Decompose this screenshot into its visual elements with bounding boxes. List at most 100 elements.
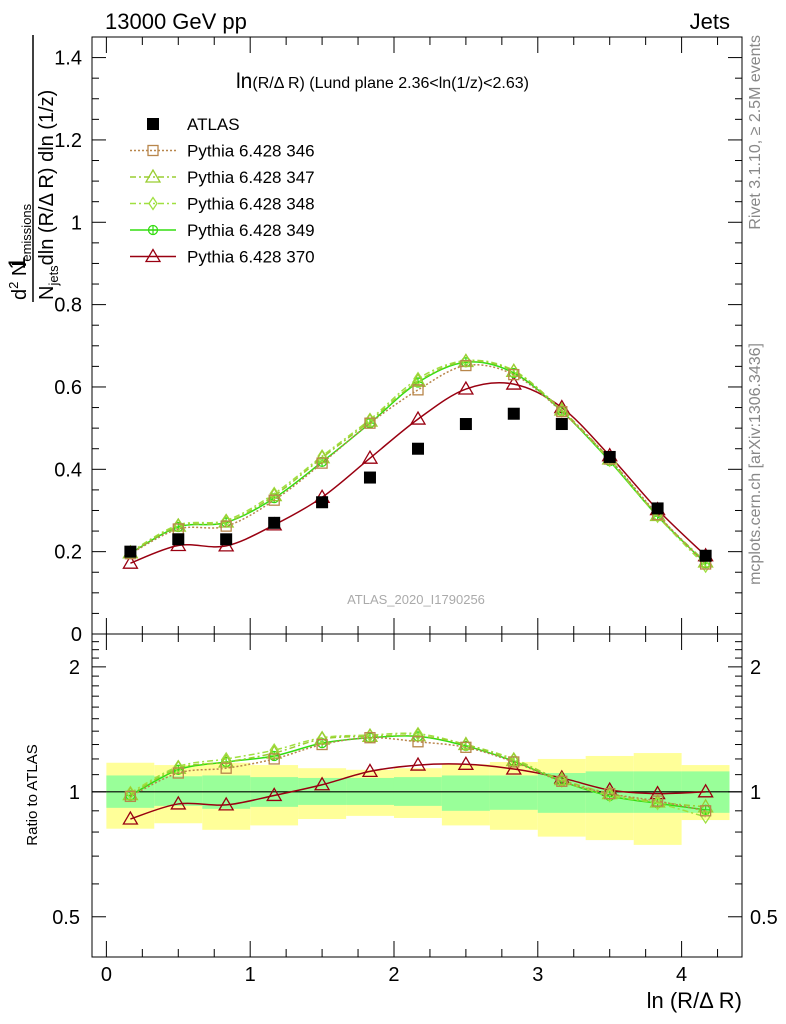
marker-triangle-open: [144, 248, 162, 263]
marker-diamond-open: [413, 726, 423, 741]
marker-square-open: [316, 457, 328, 469]
ylabel-den-rest: dln (R/Δ R) dln (1/z): [36, 90, 58, 266]
series-pythia-6-428-349: [125, 357, 711, 569]
marker-triangle-open: [553, 771, 570, 786]
series-pythia-6-428-346: [124, 359, 712, 570]
ylabel-Njets: N: [36, 286, 58, 300]
marker-square-open: [460, 741, 472, 753]
legend-label: Pythia 6.428 348: [187, 195, 315, 214]
ylabel-sub-emissions: emissions: [19, 203, 34, 261]
marker-square-open: [412, 736, 424, 748]
marker-square: [603, 450, 616, 463]
marker-triangle-open: [170, 795, 187, 810]
marker-square: [268, 516, 281, 529]
main-title: ln(R/Δ R) (Lund plane 2.36<ln(1/z)<2.63): [236, 70, 529, 93]
ratio-panel: 0.5 0.5 1 1 2 2 0 1 2 3 4 Ratio to ATLAS ln (R/Δ R…: [24, 633, 778, 1013]
legend-entry: ATLAS: [147, 115, 240, 134]
marker-triangle-open: [409, 372, 427, 387]
legend-entry: Pythia 6.428 347: [130, 168, 315, 187]
ylabel-denominator: Njetsdln (R/Δ R) dln (1/z): [36, 90, 61, 300]
marker-square-open: [651, 795, 664, 807]
stat-band-bin: [154, 776, 203, 806]
legend-label: Pythia 6.428 370: [187, 248, 315, 267]
ratio-y-tick-label-right: 2: [750, 657, 761, 679]
marker-square-open: [699, 805, 712, 817]
marker-triangle-open: [409, 756, 427, 771]
marker-square-open: [364, 417, 376, 429]
marker-triangle-open: [505, 375, 522, 390]
marker-square: [651, 502, 664, 515]
marker-triangle-open: [313, 776, 331, 791]
legend-label: Pythia 6.428 349: [187, 221, 315, 240]
ratio-y-tick-label: 1: [69, 782, 80, 804]
marker-diamond-open: [700, 809, 711, 825]
marker-triangle-open: [505, 752, 522, 767]
analysis-watermark: ATLAS_2020_I1790256: [347, 592, 485, 607]
ylabel-N: N: [9, 262, 31, 282]
y-tick-label: 1: [71, 212, 82, 234]
legend-entry: Pythia 6.428 349: [130, 221, 315, 240]
marker-square: [124, 545, 137, 558]
marker-triangle-open: [144, 168, 162, 183]
rivet-version-label: Rivet 3.1.10, ≥ 2.5M events: [747, 35, 764, 230]
x-tick-label: 0: [101, 964, 112, 986]
marker-circle-plus: [147, 224, 159, 236]
legend-label: Pythia 6.428 347: [187, 168, 315, 187]
marker-square-open: [604, 787, 616, 800]
marker-triangle-open: [505, 760, 522, 775]
ratio-series-line: [130, 734, 706, 808]
marker-triangle-open: [122, 786, 139, 801]
y-tick-label: 0.6: [54, 377, 82, 399]
legend: ATLAS Pythia 6.428 346 Pythia 6.428 347 Pyt…: [130, 115, 315, 267]
marker-square: [172, 533, 185, 546]
marker-square-open: [364, 732, 376, 744]
marker-triangle-open: [553, 401, 570, 416]
mcplots-label: mcplots.cern.ch [arXiv:1306.3436]: [747, 343, 764, 585]
stat-band-bin: [489, 775, 538, 810]
marker-square: [507, 407, 520, 420]
y-tick-label: 0: [71, 624, 82, 646]
x-tick-label: 2: [388, 964, 399, 986]
marker-square-open: [268, 494, 280, 506]
marker-triangle-open: [266, 787, 283, 802]
ratio-series-pythia-6-428-346: [124, 732, 712, 817]
legend-entry: Pythia 6.428 348: [130, 195, 315, 214]
ratio-y-tick-label-right: 1: [750, 782, 761, 804]
marker-triangle-open: [457, 380, 475, 395]
title-rest: (Lund plane 2.36<ln(1/z)<2.63): [305, 75, 529, 92]
series-line: [130, 359, 707, 567]
marker-triangle-open: [361, 763, 379, 778]
ylabel-d: d: [9, 289, 31, 300]
series-line: [130, 361, 707, 564]
marker-triangle-open: [170, 517, 187, 532]
marker-triangle-open: [457, 736, 475, 751]
marker-square-open: [220, 520, 232, 532]
marker-triangle-open: [409, 727, 427, 742]
marker-square-open: [220, 762, 232, 774]
marker-triangle-open: [697, 783, 714, 798]
ratio-y-tick-label: 0.5: [52, 907, 80, 929]
legend-entry: Pythia 6.428 370: [130, 248, 315, 267]
marker-triangle-open: [457, 755, 475, 770]
x-tick-label: 3: [532, 964, 543, 986]
ylabel-numerator: d2 Nemissions: [6, 203, 34, 300]
marker-square: [147, 118, 159, 130]
marker-triangle-open: [122, 554, 139, 569]
marker-diamond-open: [148, 196, 158, 211]
marker-triangle-open: [266, 744, 283, 759]
marker-triangle-open: [122, 810, 139, 825]
marker-diamond-open: [221, 751, 231, 767]
legend-label: ATLAS: [187, 115, 240, 134]
y-tick-label: 0.2: [54, 542, 82, 564]
marker-diamond-open: [604, 788, 615, 803]
ratio-frame: [91, 633, 743, 958]
marker-triangle-open: [361, 449, 379, 464]
marker-square-open: [124, 790, 137, 803]
legend-entry: Pythia 6.428 346: [130, 142, 315, 161]
marker-square-open: [412, 384, 424, 396]
y-tick-label: 0.8: [54, 295, 82, 317]
marker-square-open: [172, 767, 184, 779]
ratio-series-line: [130, 736, 706, 812]
main-panel: 0 0.2 0.4 0.6 0.8 1 1.2 1.4 ln(R/Δ R) (Lund pla…: [4, 35, 743, 646]
marker-square-open: [147, 144, 159, 157]
